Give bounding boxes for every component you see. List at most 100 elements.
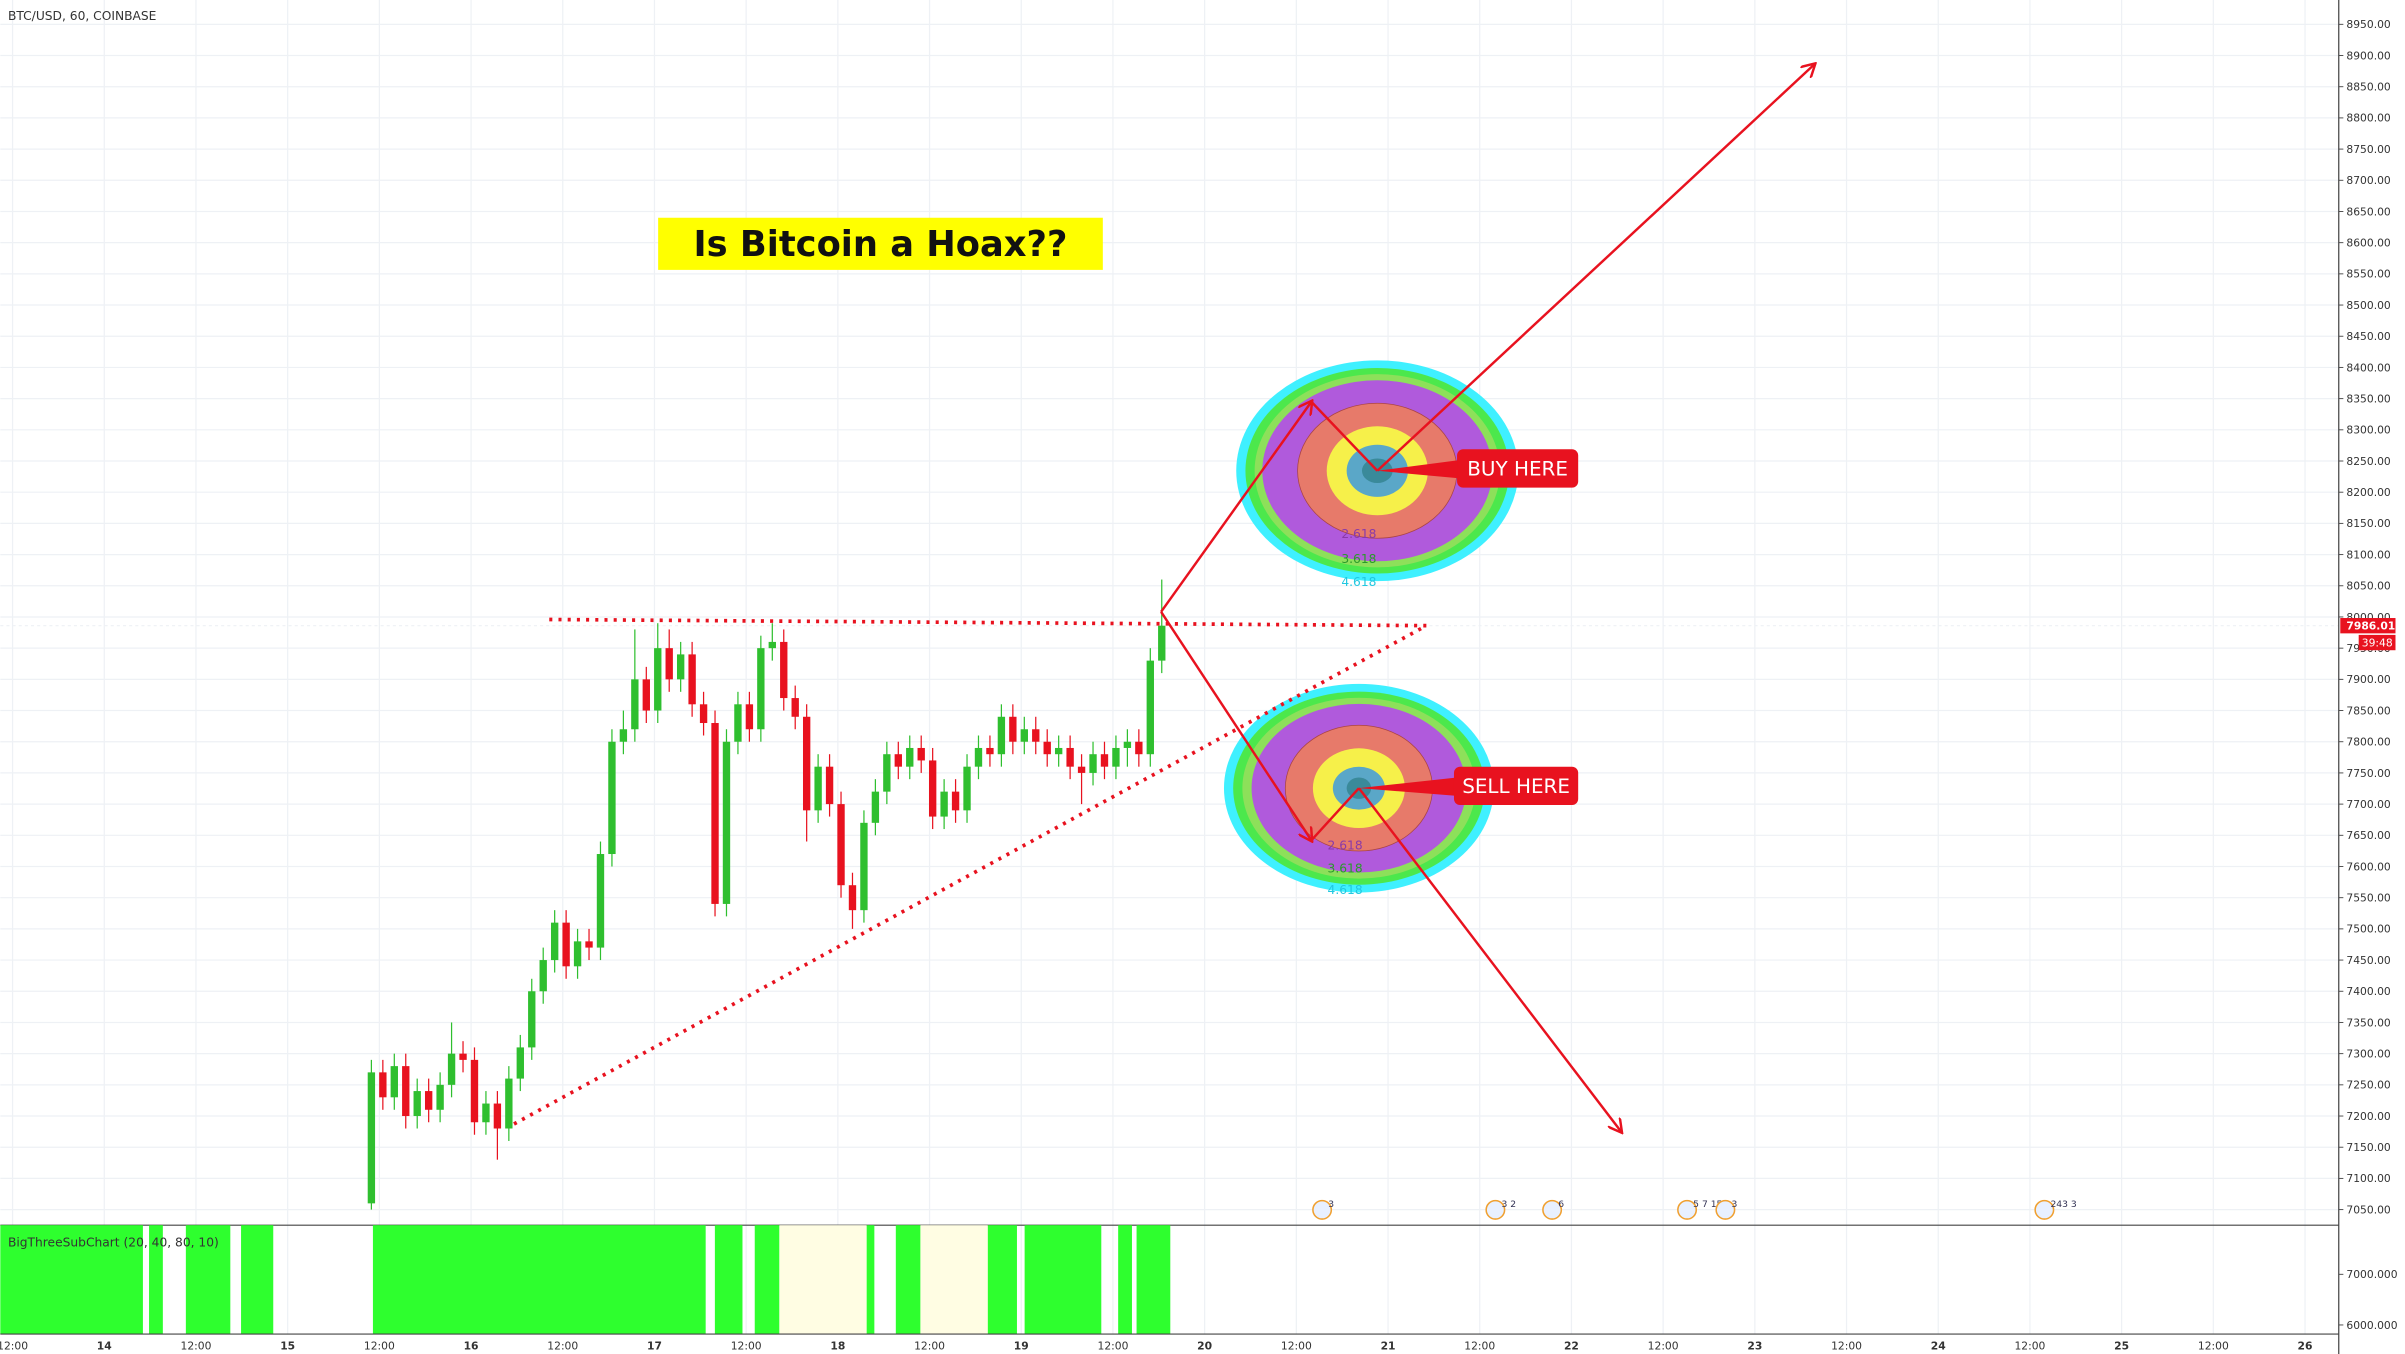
sub-bar bbox=[1136, 1225, 1171, 1335]
y-tick-label: 8800.00 bbox=[2346, 112, 2391, 125]
candle-body bbox=[757, 648, 765, 730]
candle-body bbox=[1089, 754, 1097, 773]
candle-body bbox=[379, 1072, 387, 1098]
candle-body bbox=[413, 1091, 421, 1117]
fib-labels: 2.618 3.618 4.618 2.618 3.618 4.618 bbox=[1328, 527, 1377, 897]
candle-body bbox=[676, 654, 685, 680]
drawings bbox=[513, 64, 1814, 1131]
x-tick-label: 12:00 bbox=[0, 1339, 28, 1352]
candle-body bbox=[1135, 741, 1143, 755]
x-tick-label: 19 bbox=[1014, 1339, 1029, 1352]
y-tick-label: 7250.00 bbox=[2346, 1079, 2391, 1092]
y-tick-label: 8550.00 bbox=[2346, 268, 2391, 281]
y-tick-label: 8750.00 bbox=[2346, 143, 2391, 156]
x-tick-label: 12:00 bbox=[1281, 1339, 1312, 1352]
arrow bbox=[1310, 787, 1360, 842]
event-label: 3 2 bbox=[1502, 1199, 1517, 1210]
y-tick-label: 7850.00 bbox=[2346, 704, 2391, 717]
y-tick-label: 8900.00 bbox=[2346, 49, 2391, 62]
x-tick-label: 12:00 bbox=[2198, 1339, 2229, 1352]
candle-body bbox=[825, 766, 834, 805]
callout-pointer bbox=[1358, 777, 1458, 796]
candle-body bbox=[654, 648, 662, 711]
candle-body bbox=[1146, 660, 1154, 755]
candle-body bbox=[791, 698, 799, 717]
x-tick-label: 12:00 bbox=[2014, 1339, 2045, 1352]
candle-body bbox=[562, 922, 570, 967]
candle-body bbox=[516, 1047, 524, 1079]
headline-box bbox=[658, 217, 1103, 270]
candle-body bbox=[837, 804, 845, 886]
event-label: 3 bbox=[1328, 1199, 1334, 1210]
event-label: 6 bbox=[1558, 1199, 1564, 1210]
countdown-label: 39:48 bbox=[2362, 636, 2393, 649]
candle-body bbox=[402, 1066, 410, 1117]
candle-body bbox=[974, 747, 983, 767]
grid bbox=[0, 23, 2339, 1211]
candle-body bbox=[722, 741, 731, 904]
sub-bar bbox=[714, 1225, 743, 1335]
x-tick-label: 12:00 bbox=[181, 1339, 212, 1352]
events: 3 3 2 6 5 7 15 3 243 3 bbox=[1312, 1199, 2077, 1220]
candle-body bbox=[906, 747, 914, 767]
candle-body bbox=[436, 1084, 444, 1110]
event-label: 243 3 bbox=[2050, 1199, 2076, 1210]
sub-y-tick-label: 6000.000 bbox=[2346, 1319, 2397, 1332]
sub-bar bbox=[372, 1225, 706, 1335]
candle-body bbox=[986, 747, 994, 755]
fib-label: 2.618 bbox=[1341, 527, 1376, 541]
y-tick-label: 8650.00 bbox=[2346, 205, 2391, 218]
candle-body bbox=[493, 1103, 502, 1129]
candle-body bbox=[424, 1091, 433, 1110]
event-flag bbox=[2034, 1199, 2055, 1220]
arrow bbox=[1160, 402, 1311, 613]
candle-body bbox=[894, 754, 902, 767]
candle-body bbox=[860, 822, 868, 911]
candle-body bbox=[699, 704, 708, 724]
arrow bbox=[1310, 400, 1379, 472]
candle-body bbox=[940, 791, 948, 817]
candle-body bbox=[1077, 766, 1086, 773]
candle-body bbox=[780, 641, 788, 699]
y-tick-label: 8600.00 bbox=[2346, 237, 2391, 250]
event-flag bbox=[1542, 1199, 1563, 1220]
candle-body bbox=[1158, 625, 1166, 661]
candle-body bbox=[539, 960, 547, 992]
candle-body bbox=[665, 648, 673, 680]
x-tick-label: 26 bbox=[2298, 1339, 2313, 1352]
candle-body bbox=[505, 1078, 513, 1129]
last-price-box bbox=[2340, 618, 2396, 634]
sell-label: SELL HERE bbox=[1462, 775, 1570, 798]
y-tick-label: 8700.00 bbox=[2346, 174, 2391, 187]
callout-pointer bbox=[1377, 460, 1461, 479]
candle-body bbox=[1043, 741, 1051, 755]
candle-body bbox=[573, 941, 582, 967]
candle-body bbox=[390, 1066, 398, 1098]
y-tick-label: 8300.00 bbox=[2346, 424, 2391, 437]
fib-label: 2.618 bbox=[1328, 839, 1363, 853]
y-tick-label: 7500.00 bbox=[2346, 923, 2391, 936]
candle-body bbox=[1123, 741, 1132, 748]
x-tick-label: 23 bbox=[1747, 1339, 1762, 1352]
candle-body bbox=[734, 704, 742, 742]
sub-bar bbox=[920, 1225, 988, 1335]
x-tick-label: 12:00 bbox=[547, 1339, 578, 1352]
symbol-title: BTC/USD, 60, COINBASE bbox=[8, 9, 156, 23]
sub-bar bbox=[895, 1225, 921, 1335]
support-line bbox=[513, 624, 1428, 1126]
event-flag bbox=[1312, 1199, 1333, 1220]
x-tick-label: 18 bbox=[830, 1339, 845, 1352]
y-tick-label: 7050.00 bbox=[2346, 1203, 2391, 1216]
candle-body bbox=[596, 854, 605, 948]
candle-body bbox=[367, 1072, 376, 1204]
sub-chart-bars bbox=[0, 1225, 1171, 1335]
candle-body bbox=[1100, 754, 1109, 767]
y-tick-label: 7700.00 bbox=[2346, 798, 2391, 811]
candle-body bbox=[848, 885, 857, 911]
x-tick-label: 21 bbox=[1381, 1339, 1396, 1352]
fib-label: 3.618 bbox=[1341, 552, 1376, 566]
candle-body bbox=[528, 991, 536, 1048]
y-tick-label: 8100.00 bbox=[2346, 548, 2391, 561]
y-tick-label: 7450.00 bbox=[2346, 954, 2391, 967]
headline-text: Is Bitcoin a Hoax?? bbox=[694, 224, 1068, 265]
